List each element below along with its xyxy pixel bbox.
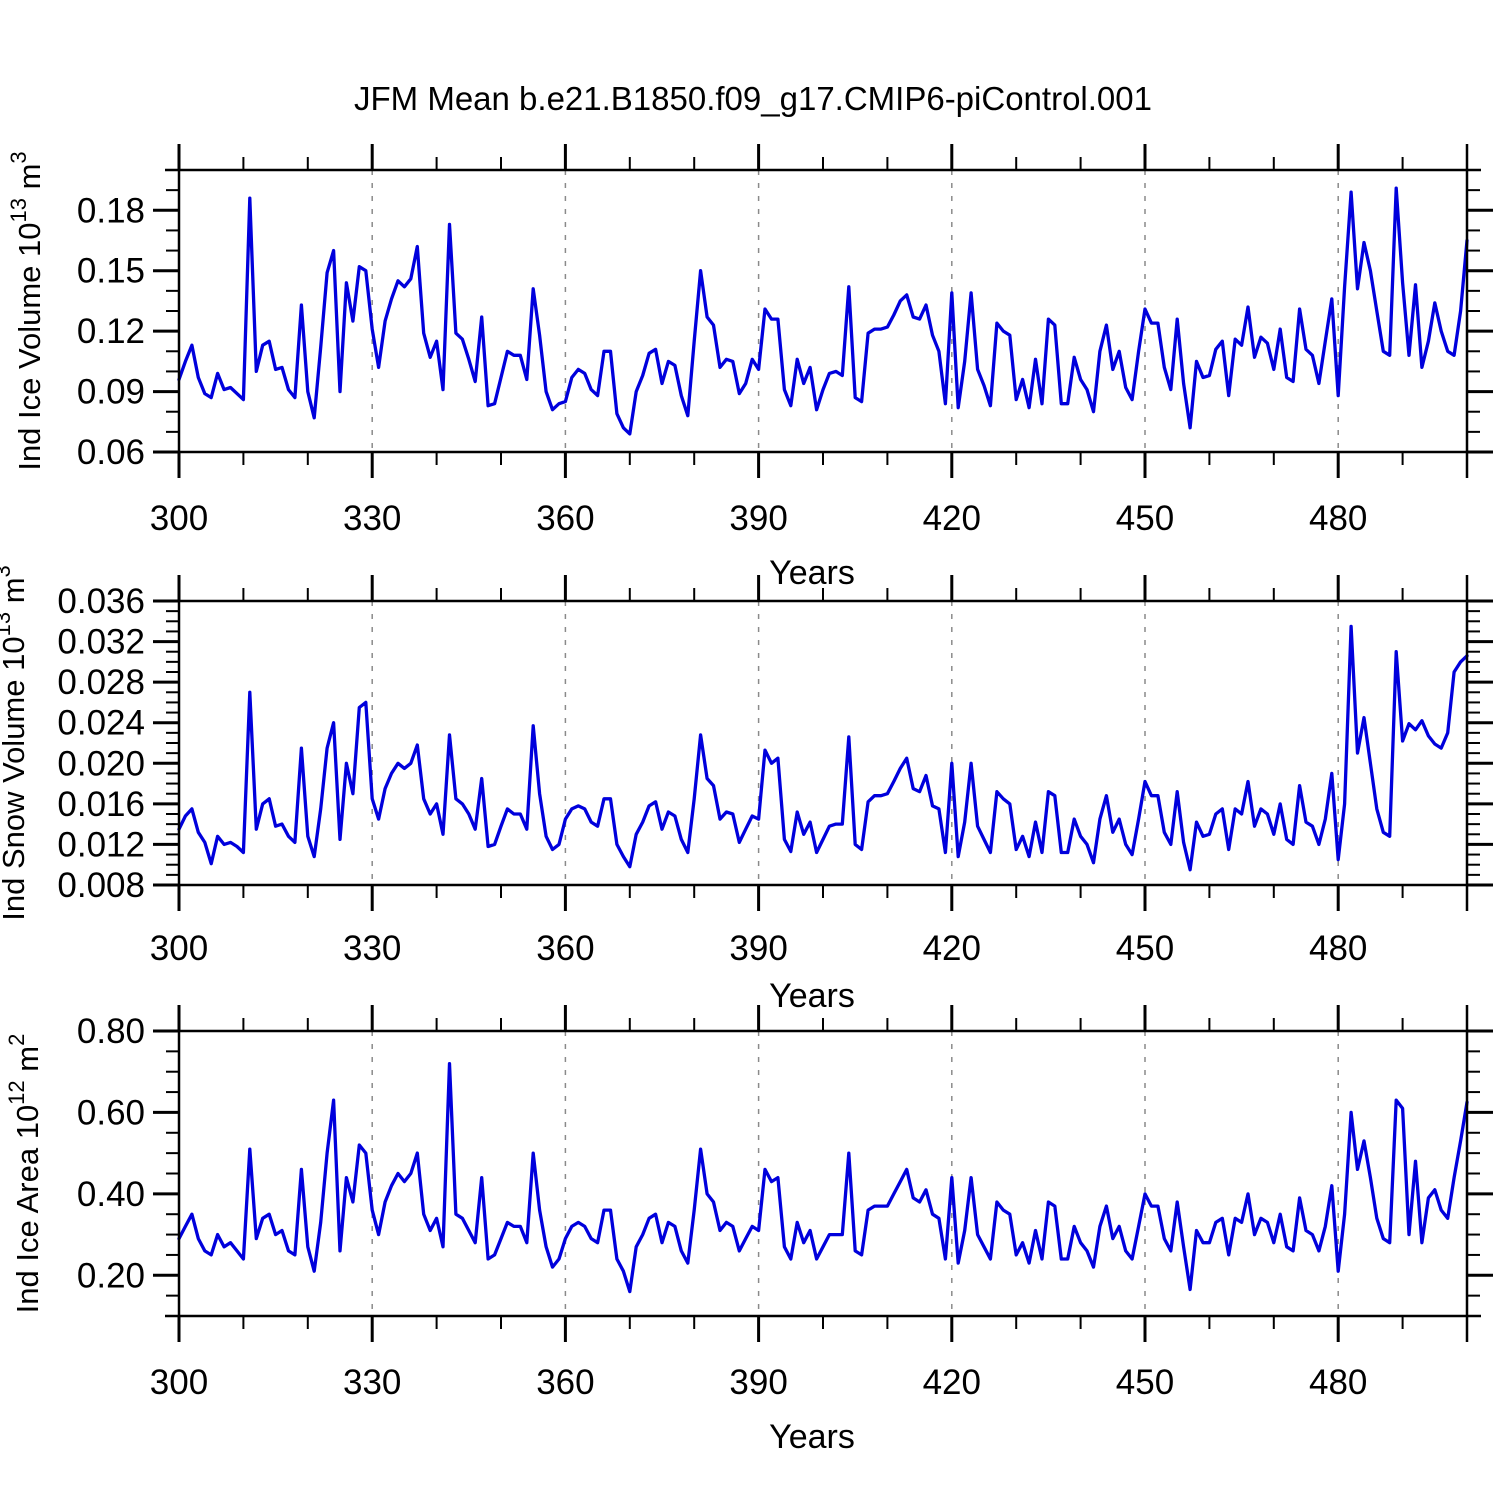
panel-ice-area: 300 330 360 390 420 450 480 Years 0.20 0.40 0.60 0.… bbox=[4, 1005, 1493, 1456]
y-tick-label-0.18: 0.18 bbox=[77, 191, 145, 230]
ind-snow-volume-series-line bbox=[177, 624, 1469, 872]
x-tick-label-390: 390 bbox=[729, 499, 787, 538]
x-tick-label-330: 330 bbox=[343, 929, 401, 968]
x-tick-label-300: 300 bbox=[150, 1363, 208, 1402]
x-tick-label-330: 330 bbox=[343, 1363, 401, 1402]
y-tick-label-0.80: 0.80 bbox=[77, 1012, 145, 1051]
x-tick-label-390: 390 bbox=[729, 929, 787, 968]
y-tick-label-0.06: 0.06 bbox=[77, 433, 145, 472]
y-tick-label-0.020: 0.020 bbox=[57, 744, 145, 783]
x-tick-label-480: 480 bbox=[1309, 499, 1367, 538]
y-axis-title-superscript: 12 bbox=[4, 1080, 29, 1104]
x-tick-label-450: 450 bbox=[1116, 499, 1174, 538]
x-tick-label-480: 480 bbox=[1309, 929, 1367, 968]
y-tick-label-0.016: 0.016 bbox=[57, 785, 145, 824]
y-axis-title: Ind Ice Area 1012 m2 bbox=[4, 1034, 45, 1314]
y-axis-title-superscript: 3 bbox=[6, 151, 31, 163]
x-tick-label-420: 420 bbox=[923, 499, 981, 538]
y-tick-label-0.15: 0.15 bbox=[77, 252, 145, 291]
y-axis-title-superscript: 13 bbox=[6, 198, 31, 222]
panel-ice-volume: 300 330 360 390 420 450 480 Years 0.06 0.09 0.12 0.… bbox=[6, 144, 1493, 592]
y-axis-title-text: m bbox=[12, 164, 47, 198]
x-tick-label-420: 420 bbox=[923, 1363, 981, 1402]
y-axis-title-text: m bbox=[0, 577, 31, 611]
y-tick-label-0.024: 0.024 bbox=[57, 704, 145, 743]
y-tick-label-0.60: 0.60 bbox=[77, 1093, 145, 1132]
y-tick-label-0.09: 0.09 bbox=[77, 373, 145, 412]
y-tick-label-0.036: 0.036 bbox=[57, 582, 145, 621]
x-tick-label-450: 450 bbox=[1116, 929, 1174, 968]
y-tick-label-0.032: 0.032 bbox=[57, 623, 145, 662]
y-axis-title-text: m bbox=[10, 1046, 45, 1080]
x-tick-label-420: 420 bbox=[923, 929, 981, 968]
x-tick-label-360: 360 bbox=[536, 929, 594, 968]
x-tick-label-360: 360 bbox=[536, 499, 594, 538]
panel-snow-volume: 300 330 360 390 420 450 480 Years 0.0080.0120.01… bbox=[0, 565, 1493, 1015]
x-tick-label-480: 480 bbox=[1309, 1363, 1367, 1402]
y-axis-title: Ind Ice Volume 1013 m3 bbox=[6, 151, 47, 470]
y-axis-title-superscript: 13 bbox=[0, 612, 15, 636]
ind-ice-volume-series-line bbox=[177, 186, 1469, 436]
y-tick-label-0.008: 0.008 bbox=[57, 866, 145, 905]
x-tick-label-450: 450 bbox=[1116, 1363, 1174, 1402]
y-axis-title: Ind Snow Volume 1013 m3 bbox=[0, 565, 31, 921]
y-axis-title-superscript: 3 bbox=[0, 565, 15, 577]
y-tick-label-0.12: 0.12 bbox=[77, 312, 145, 351]
y-axis-title-text: Ind Ice Area 10 bbox=[10, 1105, 45, 1314]
y-axis-title-superscript: 2 bbox=[4, 1034, 29, 1046]
x-tick-label-360: 360 bbox=[536, 1363, 594, 1402]
panels-group: 300 330 360 390 420 450 480 Years 0.06 0.09 0.12 0.… bbox=[0, 144, 1493, 1456]
x-tick-label-330: 330 bbox=[343, 499, 401, 538]
y-axis-title-text: Ind Ice Volume 10 bbox=[12, 223, 47, 471]
x-tick-label-300: 300 bbox=[150, 929, 208, 968]
x-axis-title: Years bbox=[769, 977, 855, 1015]
x-tick-label-390: 390 bbox=[729, 1363, 787, 1402]
ind-ice-area-series-line bbox=[177, 1061, 1469, 1294]
x-axis-title: Years bbox=[769, 554, 855, 592]
y-axis-title-text: Ind Snow Volume 10 bbox=[0, 636, 31, 920]
y-tick-label-0.40: 0.40 bbox=[77, 1175, 145, 1214]
y-tick-label-0.028: 0.028 bbox=[57, 663, 145, 702]
y-tick-label-0.20: 0.20 bbox=[77, 1256, 145, 1295]
figure-title: JFM Mean b.e21.B1850.f09_g17.CMIP6-piCon… bbox=[354, 80, 1152, 117]
x-tick-label-300: 300 bbox=[150, 499, 208, 538]
y-tick-label-0.012: 0.012 bbox=[57, 825, 145, 864]
x-axis-title: Years bbox=[769, 1418, 855, 1456]
